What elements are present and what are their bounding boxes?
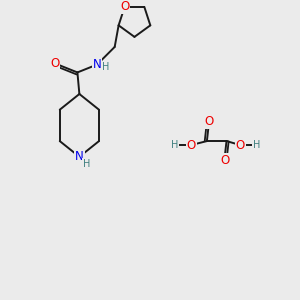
Text: O: O (50, 57, 59, 70)
Text: O: O (204, 115, 214, 128)
Text: O: O (120, 0, 129, 13)
Text: O: O (236, 139, 245, 152)
Text: H: H (171, 140, 178, 150)
Text: H: H (102, 61, 110, 71)
Text: N: N (75, 150, 84, 163)
Text: H: H (82, 159, 90, 169)
Text: O: O (220, 154, 229, 167)
Text: O: O (187, 139, 196, 152)
Text: H: H (253, 140, 261, 150)
Text: N: N (93, 58, 101, 71)
